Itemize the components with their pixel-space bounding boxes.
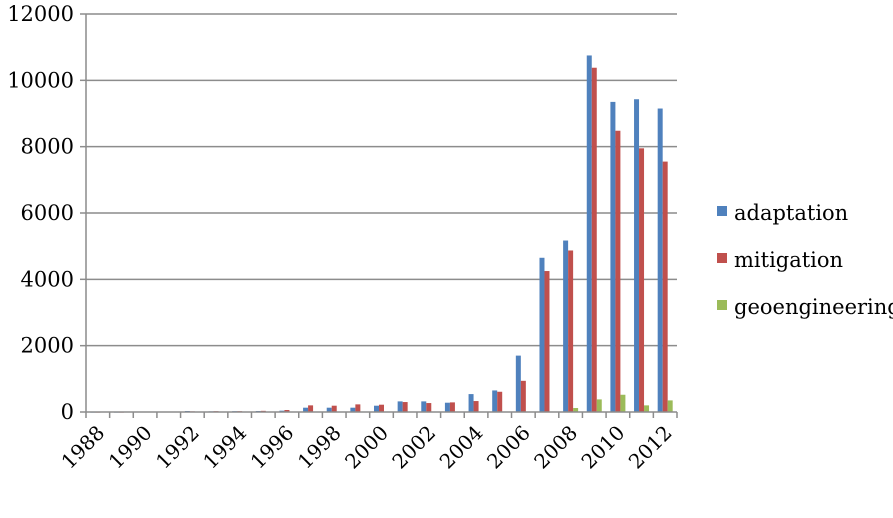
bar-adaptation (492, 390, 498, 412)
x-tick-label: 2004 (435, 421, 488, 474)
bar-geoengineering (573, 408, 579, 412)
bar-adaptation (634, 99, 640, 412)
x-tick-label: 2010 (576, 421, 629, 474)
bar-mitigation (308, 405, 314, 412)
bar-mitigation (473, 401, 479, 412)
bar-adaptation (303, 407, 309, 412)
y-axis-tick-labels: 0 2000 4000 6000 8000 10000 12000 (7, 2, 74, 424)
bar-mitigation (568, 250, 574, 412)
legend-swatch-adaptation (717, 206, 727, 216)
bar-mitigation (662, 161, 668, 412)
bar-mitigation (591, 67, 597, 412)
bar-adaptation (374, 405, 379, 412)
x-tick-label: 2012 (624, 421, 677, 474)
bar-mitigation (355, 404, 361, 412)
axes (80, 13, 678, 418)
bar-adaptation (539, 257, 545, 412)
x-tick-label: 1998 (293, 421, 346, 474)
bar-adaptation (515, 355, 521, 412)
y-tick-label: 10000 (7, 68, 74, 92)
bar-mitigation (379, 404, 384, 412)
x-tick-label: 2002 (387, 421, 440, 474)
legend-label-adaptation: adaptation (734, 201, 848, 225)
x-tick-label: 1988 (56, 421, 109, 474)
bar-geoengineering (620, 394, 626, 412)
x-axis-tick-labels: 1988199019921994199619982000200220042006… (56, 421, 676, 474)
bar-adaptation (610, 101, 616, 413)
bar-mitigation (497, 391, 503, 412)
x-tick-label: 2008 (529, 421, 582, 474)
bar-mitigation (402, 402, 408, 412)
gridlines (86, 13, 677, 347)
y-tick-label: 12000 (7, 2, 74, 26)
x-tick-label: 1992 (151, 421, 204, 474)
bar-adaptation (397, 401, 403, 412)
bar-adaptation (468, 394, 474, 412)
bar-mitigation (426, 403, 432, 412)
legend-label-geoengineering: geoengineering (734, 295, 893, 319)
legend-swatch-geoengineering (717, 300, 727, 310)
y-tick-label: 6000 (21, 201, 74, 225)
x-tick-label: 1990 (104, 421, 157, 474)
bar-adaptation (657, 108, 663, 413)
bar-adaptation (444, 402, 450, 412)
bar-geoengineering (596, 399, 602, 412)
y-tick-label: 4000 (21, 267, 74, 291)
x-tick-label: 2006 (482, 421, 535, 474)
bar-adaptation (350, 407, 356, 412)
x-tick-label: 1996 (246, 421, 299, 474)
x-tick-label: 1994 (198, 421, 251, 474)
bar-geoengineering (644, 405, 650, 412)
bar-mitigation (331, 405, 337, 412)
bars (90, 55, 673, 413)
bar-adaptation (563, 240, 569, 412)
legend-swatch-mitigation (717, 253, 727, 263)
x-tick-label: 2000 (340, 421, 393, 474)
bar-mitigation (544, 271, 550, 412)
bar-mitigation (639, 148, 645, 412)
bar-mitigation (520, 380, 526, 412)
bar-mitigation (284, 410, 290, 412)
bar-adaptation (421, 401, 427, 412)
y-tick-label: 0 (61, 400, 74, 424)
bar-mitigation (449, 402, 455, 412)
bar-geoengineering (667, 400, 673, 412)
bar-mitigation (615, 130, 621, 412)
bar-adaptation (586, 55, 592, 412)
y-tick-label: 8000 (21, 135, 74, 159)
bar-adaptation (326, 407, 332, 412)
legend: adaptation mitigation geoengineering (717, 201, 893, 319)
legend-label-mitigation: mitigation (734, 248, 843, 272)
y-tick-label: 2000 (21, 334, 74, 358)
